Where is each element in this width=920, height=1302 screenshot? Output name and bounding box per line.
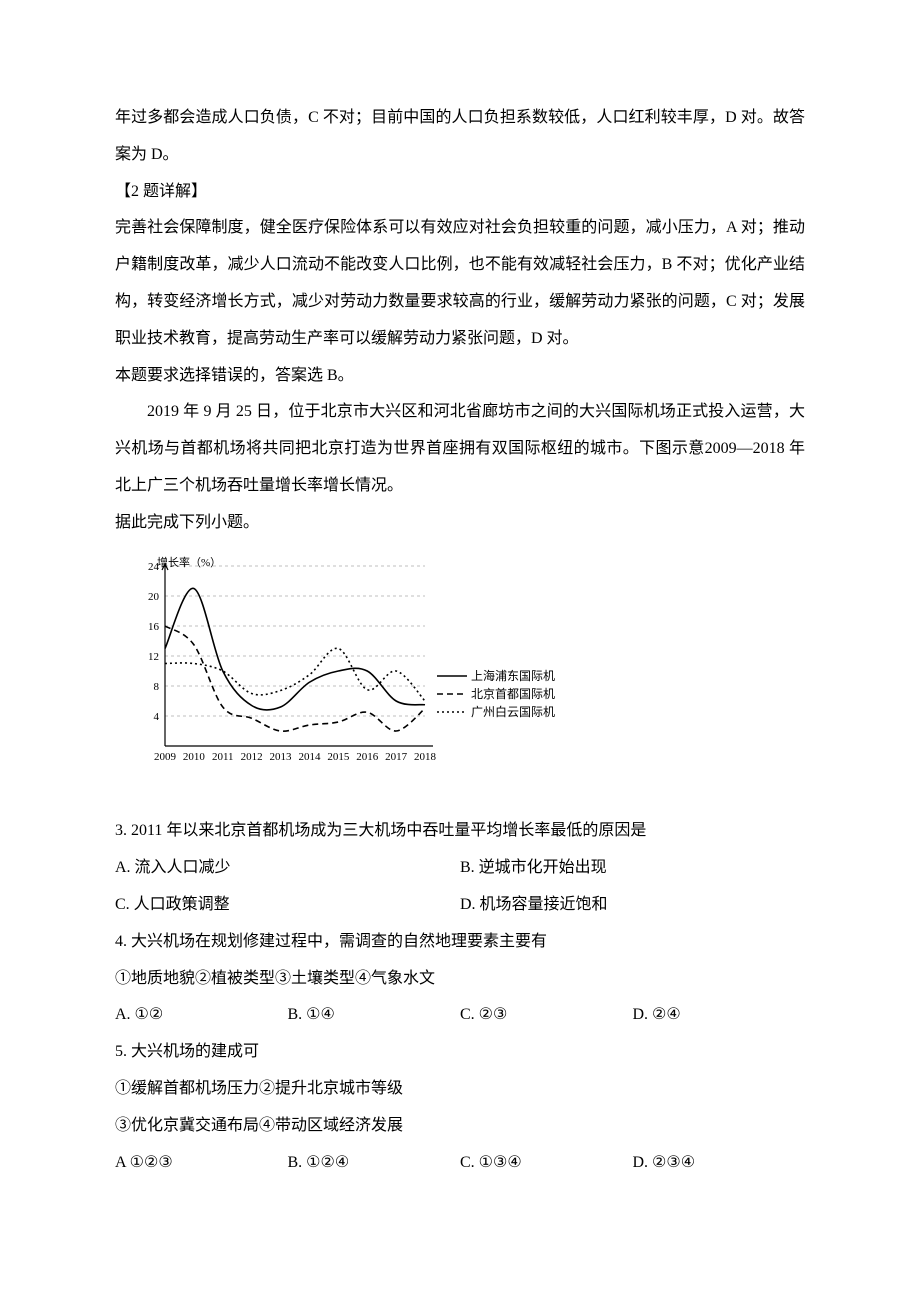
svg-text:2009: 2009 bbox=[154, 751, 177, 763]
option-d: D. 机场容量接近饱和 bbox=[460, 887, 805, 924]
svg-text:12: 12 bbox=[148, 651, 159, 663]
option-a: A. ①② bbox=[115, 997, 288, 1034]
explanation-text: 年过多都会造成人口负债，C 不对；目前中国的人口负担系数较低，人口红利较丰厚，D… bbox=[115, 100, 805, 174]
explanation-heading: 【2 题详解】 bbox=[115, 174, 805, 211]
context-text: 据此完成下列小题。 bbox=[115, 505, 805, 542]
svg-text:20: 20 bbox=[148, 591, 160, 603]
option-a: A ①②③ bbox=[115, 1145, 288, 1182]
svg-text:2016: 2016 bbox=[356, 751, 379, 763]
option-d: D. ②③④ bbox=[633, 1145, 806, 1182]
svg-text:2014: 2014 bbox=[298, 751, 321, 763]
explanation-text: 完善社会保障制度，健全医疗保险体系可以有效应对社会负担较重的问题，减小压力，A … bbox=[115, 210, 805, 357]
svg-text:2018: 2018 bbox=[414, 751, 437, 763]
option-d: D. ②④ bbox=[633, 997, 806, 1034]
svg-text:2017: 2017 bbox=[385, 751, 408, 763]
option-b: B. ①④ bbox=[288, 997, 461, 1034]
question-list: ①缓解首都机场压力②提升北京城市等级 bbox=[115, 1071, 805, 1108]
question-stem: 4. 大兴机场在规划修建过程中，需调查的自然地理要素主要有 bbox=[115, 924, 805, 961]
svg-text:16: 16 bbox=[148, 621, 160, 633]
context-text: 2019 年 9 月 25 日，位于北京市大兴区和河北省廊坊市之间的大兴国际机场… bbox=[115, 394, 805, 504]
svg-text:2011: 2011 bbox=[212, 751, 234, 763]
svg-text:4: 4 bbox=[154, 711, 160, 723]
option-c: C. 人口政策调整 bbox=[115, 887, 460, 924]
option-b: B. 逆城市化开始出现 bbox=[460, 850, 805, 887]
question-stem: 3. 2011 年以来北京首都机场成为三大机场中吞吐量平均增长率最低的原因是 bbox=[115, 813, 805, 850]
svg-text:上海浦东国际机场: 上海浦东国际机场 bbox=[471, 668, 555, 683]
question-list: ③优化京冀交通布局④带动区域经济发展 bbox=[115, 1108, 805, 1145]
svg-text:8: 8 bbox=[154, 681, 160, 693]
svg-text:增长率（%）: 增长率（%） bbox=[157, 556, 221, 569]
option-c: C. ①③④ bbox=[460, 1145, 633, 1182]
svg-text:2010: 2010 bbox=[183, 751, 206, 763]
growth-rate-chart: 4812162024200920102011201220132014201520… bbox=[125, 556, 805, 796]
option-c: C. ②③ bbox=[460, 997, 633, 1034]
svg-text:2015: 2015 bbox=[327, 751, 350, 763]
question-list: ①地质地貌②植被类型③土壤类型④气象水文 bbox=[115, 961, 805, 998]
option-b: B. ①②④ bbox=[288, 1145, 461, 1182]
svg-text:广州白云国际机场: 广州白云国际机场 bbox=[471, 704, 555, 719]
svg-text:2012: 2012 bbox=[241, 751, 263, 763]
explanation-text: 本题要求选择错误的，答案选 B。 bbox=[115, 358, 805, 395]
question-stem: 5. 大兴机场的建成可 bbox=[115, 1034, 805, 1071]
svg-text:北京首都国际机场: 北京首都国际机场 bbox=[471, 687, 555, 701]
option-a: A. 流入人口减少 bbox=[115, 850, 460, 887]
svg-text:2013: 2013 bbox=[270, 751, 293, 763]
